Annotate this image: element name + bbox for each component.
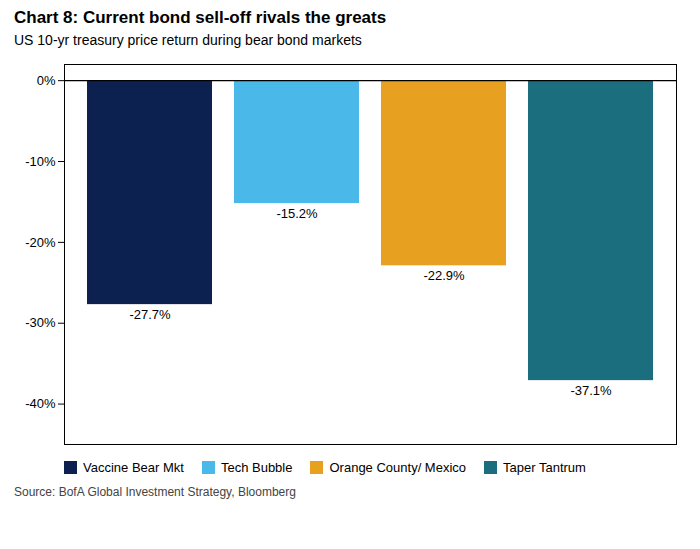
svg-text:-15.2%: -15.2% (276, 206, 318, 221)
svg-text:-30%: -30% (25, 315, 56, 330)
html-text:US 10-yr treasury price return: US 10-yr treasury price return during be… (14, 32, 362, 48)
html-text:Tech Bubble: Tech Bubble (220, 460, 293, 475)
html-text:Taper Tantrum: Taper Tantrum (503, 460, 586, 475)
svg-text:-10%: -10% (25, 154, 56, 169)
html-text:Orange County/ Mexico: Orange County/ Mexico (329, 460, 467, 475)
svg-text:-37.1%: -37.1% (570, 383, 612, 398)
html-text:Vaccine Bear Mkt: Vaccine Bear Mkt (83, 460, 184, 475)
html-text:Source: BofA Global Investment: Source: BofA Global Investment Strategy,… (14, 485, 296, 499)
svg-text:-20%: -20% (25, 235, 56, 250)
svg-text:-40%: -40% (25, 396, 56, 411)
html-text:Chart 8: Current bond sell-off: Chart 8: Current bond sell-off rivals th… (14, 8, 387, 27)
svg-text:0%: 0% (37, 73, 56, 88)
svg-text:-22.9%: -22.9% (423, 268, 465, 283)
svg-text:-27.7%: -27.7% (129, 307, 171, 322)
